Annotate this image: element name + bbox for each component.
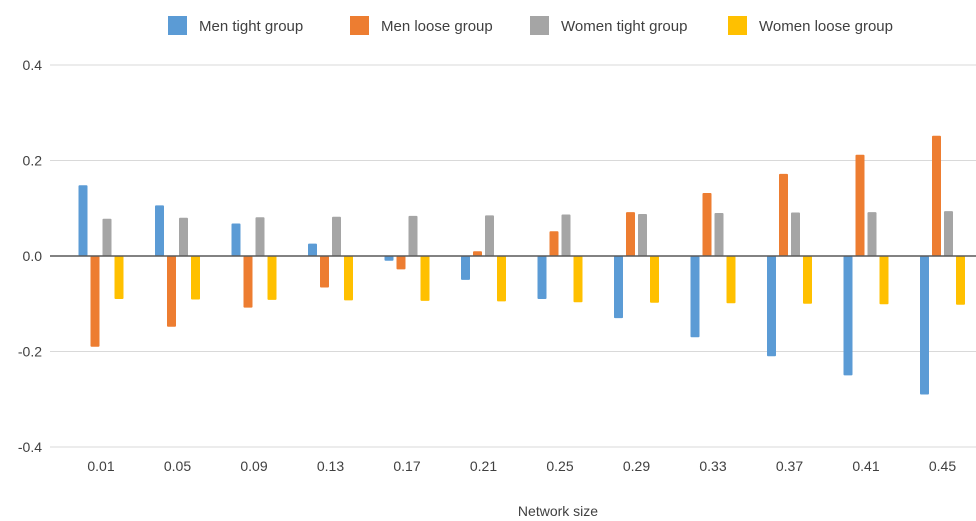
bar-men-tight-group — [843, 256, 853, 376]
x-tick-label: 0.21 — [470, 458, 497, 474]
legend-swatch — [530, 16, 549, 35]
y-tick-label: -0.4 — [18, 439, 42, 455]
legend-swatch — [728, 16, 747, 35]
bar-women-tight-group — [332, 216, 341, 256]
bar-women-loose-group — [191, 256, 200, 300]
x-tick-label: 0.17 — [393, 458, 420, 474]
legend-swatch — [168, 16, 187, 35]
bar-men-tight-group — [537, 256, 547, 299]
legend-label: Women loose group — [759, 18, 893, 35]
bar-men-tight-group — [614, 256, 623, 319]
x-tick-label: 0.45 — [929, 458, 956, 474]
bar-women-tight-group — [561, 214, 571, 256]
legend: Men tight group Men loose group Women tigh… — [168, 16, 893, 35]
bar-men-loose-group — [243, 256, 253, 308]
bar-women-loose-group — [956, 256, 965, 305]
x-tick-label: 0.01 — [87, 458, 114, 474]
bar-women-loose-group — [879, 256, 889, 305]
y-tick-label: -0.2 — [18, 344, 42, 360]
bar-men-tight-group — [308, 243, 317, 256]
bar-men-tight-group — [767, 256, 776, 357]
x-axis-title: Network size — [518, 503, 598, 519]
bar-women-loose-group — [650, 256, 659, 303]
x-axis-ticks: 0.01 0.05 0.09 0.13 0.17 0.21 0.25 0.29 0.33 0.37… — [87, 458, 956, 474]
bar-men-tight-group — [920, 256, 929, 395]
bar-men-tight-group — [384, 256, 394, 261]
y-tick-label: 0.0 — [23, 248, 43, 264]
bar-men-tight-group — [78, 185, 88, 256]
bar-men-loose-group — [702, 193, 712, 256]
bar-women-tight-group — [638, 214, 647, 256]
legend-swatch — [350, 16, 369, 35]
bar-women-tight-group — [944, 211, 953, 256]
bar-women-tight-group — [791, 212, 800, 256]
bar-men-loose-group — [473, 251, 482, 256]
bar-men-tight-group — [461, 256, 470, 280]
bar-men-loose-group — [90, 256, 100, 347]
bar-women-tight-group — [714, 213, 724, 256]
gridlines — [50, 64, 976, 448]
x-tick-label: 0.25 — [546, 458, 573, 474]
bar-women-tight-group — [408, 215, 418, 256]
bar-women-loose-group — [267, 256, 277, 300]
bars — [78, 135, 965, 395]
x-tick-label: 0.33 — [699, 458, 726, 474]
bar-women-loose-group — [803, 256, 812, 304]
x-tick-label: 0.29 — [623, 458, 650, 474]
bar-women-tight-group — [867, 212, 877, 256]
bar-women-loose-group — [726, 256, 736, 304]
x-tick-label: 0.05 — [164, 458, 191, 474]
bar-women-tight-group — [255, 217, 265, 256]
bar-women-loose-group — [497, 256, 506, 302]
bar-women-tight-group — [179, 217, 188, 256]
y-axis-ticks: 0.4 0.2 0.0 -0.2 -0.4 — [18, 57, 42, 455]
bar-men-loose-group — [779, 173, 788, 256]
bar-women-tight-group — [102, 218, 112, 256]
x-tick-label: 0.37 — [776, 458, 803, 474]
bar-women-loose-group — [573, 256, 583, 303]
x-tick-label: 0.41 — [852, 458, 879, 474]
bar-women-tight-group — [485, 215, 494, 256]
x-tick-label: 0.09 — [240, 458, 267, 474]
bar-men-loose-group — [932, 135, 941, 256]
bar-men-loose-group — [626, 212, 635, 256]
bar-women-loose-group — [114, 256, 124, 299]
y-tick-label: 0.4 — [23, 57, 43, 73]
bar-women-loose-group — [420, 256, 430, 301]
bar-men-loose-group — [855, 154, 865, 256]
bar-men-tight-group — [231, 223, 241, 256]
legend-label: Men loose group — [381, 18, 493, 35]
bar-men-tight-group — [155, 205, 164, 256]
bar-men-loose-group — [320, 256, 329, 288]
legend-label: Women tight group — [561, 18, 687, 35]
x-tick-label: 0.13 — [317, 458, 344, 474]
y-tick-label: 0.2 — [23, 153, 43, 169]
bar-women-loose-group — [344, 256, 353, 301]
bar-men-tight-group — [690, 256, 700, 338]
bar-men-loose-group — [549, 231, 559, 256]
bar-men-loose-group — [396, 256, 406, 270]
bar-men-loose-group — [167, 256, 176, 327]
legend-label: Men tight group — [199, 18, 303, 35]
